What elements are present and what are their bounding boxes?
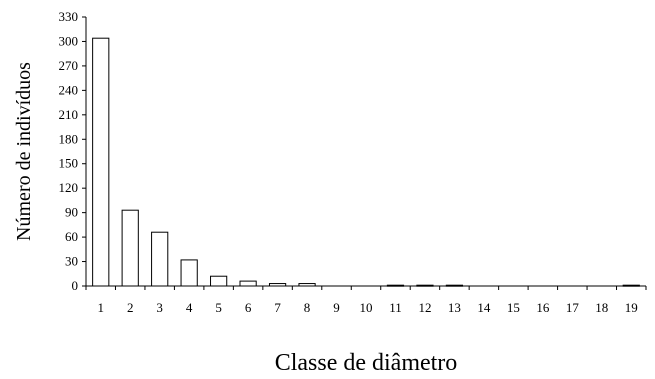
bar-6 — [239, 280, 257, 287]
y-tick-label: 150 — [59, 156, 79, 171]
x-tick-label: 9 — [333, 300, 340, 315]
y-tick-label: 90 — [65, 205, 78, 220]
x-tick-label: 12 — [418, 300, 431, 315]
x-tick-label: 11 — [389, 300, 402, 315]
bars — [92, 37, 640, 287]
x-tick-label: 2 — [127, 300, 134, 315]
y-tick-label: 120 — [59, 180, 79, 195]
y-axis-label: Número de indivíduos — [13, 62, 35, 241]
x-tick-label: 4 — [186, 300, 193, 315]
y-tick-label: 300 — [59, 33, 79, 48]
x-tick-label: 16 — [536, 300, 550, 315]
y-tick-label: 0 — [72, 278, 79, 293]
x-tick-label: 14 — [477, 300, 491, 315]
y-tick-label: 240 — [59, 82, 79, 97]
x-axis-ticks: 1 2 3 4 5 6 7 8 9 10 11 12 13 14 15 16 17 18 19 — [85, 286, 647, 315]
x-tick-label: 17 — [566, 300, 580, 315]
bar-3 — [151, 231, 169, 287]
x-tick-label: 15 — [507, 300, 520, 315]
bar-4 — [180, 259, 198, 287]
x-tick-label: 5 — [215, 300, 222, 315]
x-tick-label: 7 — [274, 300, 281, 315]
y-tick-label: 60 — [65, 229, 78, 244]
y-tick-label: 180 — [59, 131, 79, 146]
y-axis-ticks: 0 30 60 90 120 150 180 210 240 270 300 330 — [59, 9, 86, 293]
x-tick-label: 19 — [625, 300, 638, 315]
y-tick-label: 270 — [59, 58, 79, 73]
x-axis-label: Classe de diâmetro — [275, 350, 458, 376]
x-tick-label: 6 — [245, 300, 252, 315]
x-tick-label: 13 — [448, 300, 461, 315]
x-tick-label: 10 — [360, 300, 373, 315]
x-tick-label: 18 — [595, 300, 608, 315]
bar-5 — [210, 275, 228, 287]
x-tick-label: 1 — [97, 300, 104, 315]
y-tick-label: 30 — [65, 254, 78, 269]
bar-2 — [121, 209, 139, 287]
bar-1 — [92, 37, 110, 287]
y-tick-label: 210 — [59, 107, 79, 122]
x-tick-label: 8 — [304, 300, 311, 315]
y-tick-label: 330 — [59, 9, 79, 24]
x-tick-label: 3 — [156, 300, 163, 315]
